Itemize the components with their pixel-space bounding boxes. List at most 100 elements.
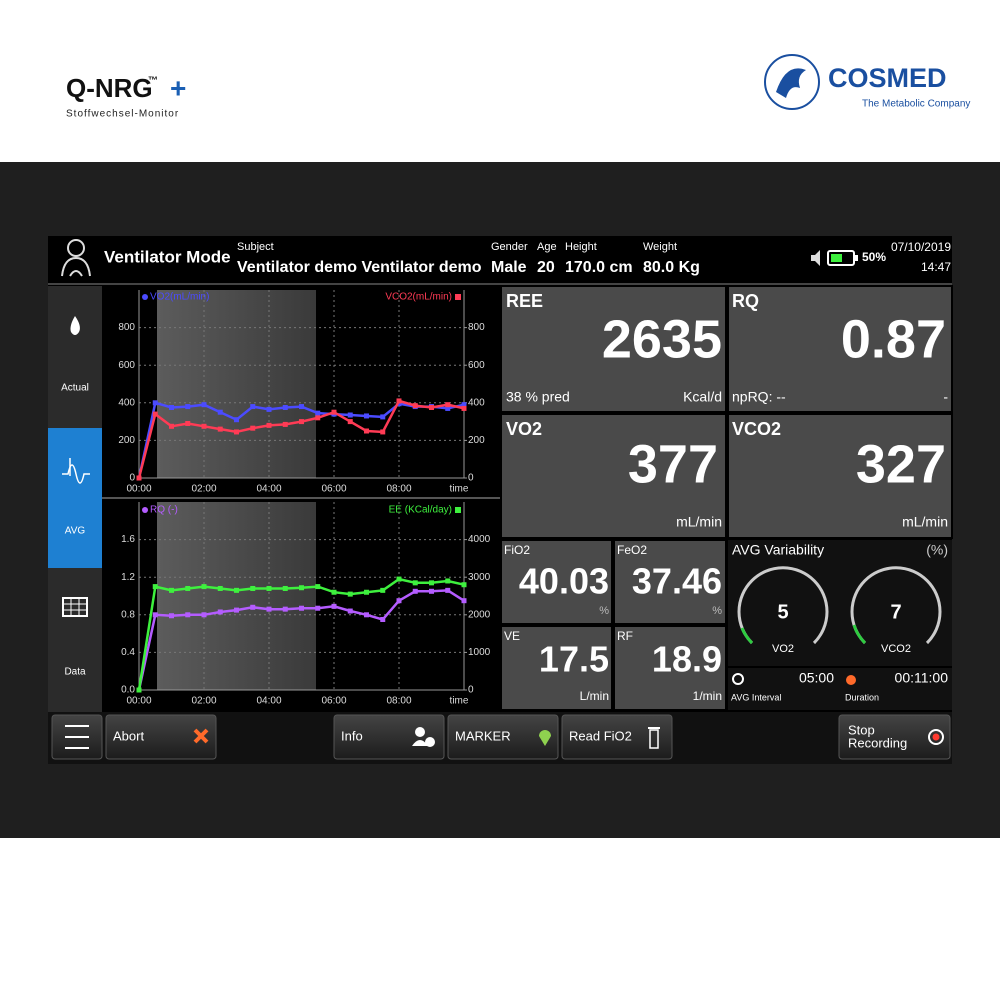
avg-window xyxy=(157,290,316,478)
data-point xyxy=(315,605,321,611)
x-tick-label: 02:00 xyxy=(191,696,216,707)
data-point xyxy=(201,423,207,429)
panel-value: 18.9 xyxy=(652,639,722,680)
x-tick-label: 04:00 xyxy=(256,696,281,707)
timing-panel xyxy=(728,668,952,710)
panel-unit: mL/min xyxy=(676,514,722,530)
tab-label: Data xyxy=(64,667,86,678)
subject-name: Ventilator demo Ventilator demo xyxy=(237,259,482,276)
button-label: Info xyxy=(341,728,363,743)
legend-label: EE (KCal/day) xyxy=(389,505,452,516)
marker-button[interactable]: MARKER xyxy=(447,714,559,760)
data-point xyxy=(234,607,239,613)
data-point xyxy=(347,591,353,597)
data-point xyxy=(169,405,174,410)
legend-swatch xyxy=(142,294,148,300)
gender-label: Gender xyxy=(491,241,528,253)
avg-window xyxy=(157,502,316,690)
tab-avg[interactable]: AVG xyxy=(48,428,102,568)
data-point xyxy=(282,606,288,612)
data-point xyxy=(152,411,158,417)
legend-label: VCO2(mL/min) xyxy=(385,292,452,303)
data-point xyxy=(380,617,386,622)
interval-label: AVG Interval xyxy=(731,692,781,702)
data-point xyxy=(250,404,256,410)
data-point xyxy=(315,410,321,416)
battery-icon xyxy=(827,250,858,266)
data-point xyxy=(347,412,353,418)
data-point xyxy=(201,402,207,408)
data-point xyxy=(152,400,158,406)
x-axis-label: time xyxy=(450,484,469,495)
data-point xyxy=(234,587,239,593)
rq-panel xyxy=(727,285,953,413)
data-point xyxy=(152,584,158,590)
fio2-panel xyxy=(500,539,613,625)
x-tick-label: 04:00 xyxy=(256,484,281,495)
read-fio2-button[interactable]: Read FiO2 xyxy=(561,714,673,760)
gauge-label: VCO2 xyxy=(881,643,911,655)
data-point xyxy=(331,603,337,609)
data-point xyxy=(266,422,272,428)
tab-label: Actual xyxy=(61,383,89,394)
y2-tick-label: 2000 xyxy=(468,609,491,620)
subject-label: Subject xyxy=(237,241,274,253)
data-point xyxy=(396,598,402,604)
panel-note: 38 % pred xyxy=(506,389,570,405)
y2-tick-label: 800 xyxy=(468,322,485,333)
data-point xyxy=(282,405,288,410)
x-tick-label: 00:00 xyxy=(126,484,151,495)
tab-label: AVG xyxy=(65,526,86,537)
panel-unit: L/min xyxy=(580,689,609,703)
data-point xyxy=(461,405,467,411)
data-point xyxy=(331,589,337,595)
y-tick-label: 1.6 xyxy=(121,534,135,545)
data-point xyxy=(217,585,223,591)
mode-title: Ventilator Mode xyxy=(104,247,231,266)
button-label: Abort xyxy=(113,728,144,743)
speaker-icon xyxy=(811,250,820,266)
abort-button[interactable]: Abort xyxy=(105,714,217,760)
panel-value: 37.46 xyxy=(632,561,722,602)
data-point xyxy=(282,585,288,591)
info-button[interactable]: Info xyxy=(333,714,445,760)
data-point xyxy=(185,404,191,410)
gauge-value: 7 xyxy=(890,601,901,623)
data-point xyxy=(429,405,434,410)
data-point xyxy=(136,475,142,481)
stop-recording-button[interactable]: Stop Recording xyxy=(838,714,951,760)
interval-icon xyxy=(732,673,744,685)
data-point xyxy=(347,608,353,614)
data-point xyxy=(364,589,369,595)
height: 170.0 cm xyxy=(565,259,633,276)
panel-value: 327 xyxy=(856,434,946,494)
product-name: Q-NRG xyxy=(66,73,153,103)
panel-note: npRQ: -- xyxy=(732,389,786,405)
x-tick-label: 02:00 xyxy=(191,484,216,495)
y-tick-label: 1.2 xyxy=(121,572,135,583)
age: 20 xyxy=(537,259,555,276)
panel-label: FeO2 xyxy=(617,543,647,557)
data-point xyxy=(445,402,451,408)
data-point xyxy=(217,409,223,415)
data-point xyxy=(250,585,256,591)
data-point xyxy=(315,584,321,590)
tab-actual[interactable]: Actual xyxy=(61,316,89,394)
battery-level: 50% xyxy=(862,250,886,264)
y-tick-label: 0.0 xyxy=(121,685,135,696)
panel-label: VO2 xyxy=(506,419,542,439)
tab-data[interactable]: Data xyxy=(62,597,88,678)
panel-label: RF xyxy=(617,629,633,643)
data-point xyxy=(380,587,386,593)
y2-tick-label: 3000 xyxy=(468,572,491,583)
product-subtitle: Stoffwechsel-Monitor xyxy=(66,109,179,120)
panel-unit: - xyxy=(943,389,948,405)
menu-button[interactable] xyxy=(51,714,103,760)
panel-unit: mL/min xyxy=(902,514,948,530)
data-point xyxy=(282,421,288,427)
panel-value: 17.5 xyxy=(539,639,609,680)
data-point xyxy=(250,425,256,431)
y-tick-label: 800 xyxy=(118,322,135,333)
data-point xyxy=(266,606,272,612)
gauge-label: VO2 xyxy=(772,643,794,655)
